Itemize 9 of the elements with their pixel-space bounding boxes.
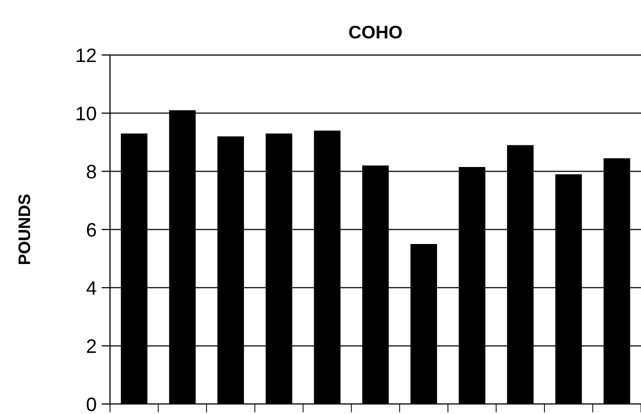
y-tick-label: 4 — [86, 281, 96, 295]
y-axis-title: POUNDS — [18, 194, 30, 264]
y-tick-label: 8 — [86, 164, 96, 179]
y-tick-label: 6 — [86, 222, 96, 237]
y-tick-label: 2 — [86, 339, 96, 353]
y-tick-label: 12 — [76, 48, 96, 62]
y-tick-label: 10 — [76, 106, 96, 120]
chart-title: COHO — [349, 26, 402, 39]
y-tick-label: 0 — [86, 397, 96, 412]
